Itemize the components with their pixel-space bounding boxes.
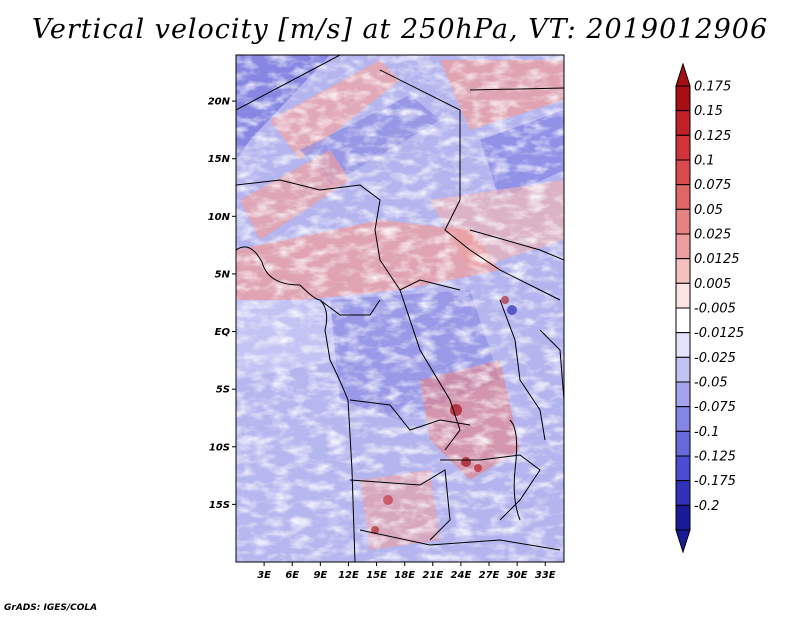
lat-tick-label: EQ (215, 327, 231, 338)
colorbar-label: 0.05 (694, 203, 723, 218)
colorbar-swatch (675, 134, 691, 161)
colorbar-swatch (675, 332, 691, 358)
colorbar-label: 0.0125 (694, 252, 740, 267)
colorbar-label: -0.05 (694, 376, 728, 391)
colorbar-max-arrow (675, 62, 691, 87)
lat-tick-label: 20N (208, 97, 231, 108)
lon-tick-label: 18E (394, 570, 415, 581)
colorbar-swatch (675, 85, 691, 112)
colorbar-swatch (675, 455, 691, 482)
colorbar-swatch (675, 406, 691, 432)
colorbar-swatch (675, 184, 691, 210)
colorbar: 0.175 0.15 0.125 0.1 0.075 0.05 0.025 0.0125 0.0… (675, 62, 744, 554)
lat-tick-label: 5N (215, 269, 231, 280)
latitude-axis: 20N 15N 10N 5N EQ 5S 10S 15S (208, 97, 236, 511)
colorbar-min-arrow (675, 529, 691, 554)
colorbar-swatch (675, 282, 691, 309)
lon-tick-label: 9E (313, 570, 327, 581)
colorbar-swatch (675, 307, 691, 334)
lon-tick-label: 21E (422, 570, 443, 581)
velocity-field (236, 55, 564, 562)
colorbar-label: -0.075 (694, 400, 736, 415)
colorbar-label: -0.1 (694, 425, 719, 440)
colorbar-swatch (675, 480, 691, 506)
lat-tick-label: 10N (208, 212, 231, 223)
colorbar-swatch (675, 159, 691, 186)
country-boundaries (236, 55, 564, 562)
lat-tick-label: 15N (208, 154, 231, 165)
colorbar-swatch (675, 381, 691, 408)
colorbar-swatch (675, 208, 691, 235)
map-frame (235, 54, 565, 563)
chart-title: Vertical velocity [m/s] at 250hPa, VT: 2… (31, 14, 769, 45)
lon-tick-label: 24E (451, 570, 472, 581)
colorbar-label: 0.175 (694, 80, 731, 95)
colorbar-label: 0.005 (694, 277, 731, 292)
colorbar-label: 0.1 (694, 154, 715, 169)
colorbar-label: -0.0125 (694, 326, 744, 341)
colorbar-label: 0.025 (694, 228, 731, 243)
colorbar-swatch (675, 110, 691, 136)
lon-tick-label: 15E (366, 570, 387, 581)
lon-tick-label: 12E (338, 570, 359, 581)
colorbar-swatch (675, 504, 691, 531)
colorbar-swatch (675, 258, 691, 284)
colorbar-label: 0.075 (694, 178, 731, 193)
colorbar-label: 0.125 (694, 129, 731, 144)
colorbar-label: -0.2 (694, 499, 719, 514)
colorbar-swatch (675, 356, 691, 383)
colorbar-swatch (675, 430, 691, 457)
lon-tick-label: 3E (257, 570, 271, 581)
lat-tick-label: 15S (209, 500, 230, 511)
colorbar-label: -0.125 (694, 450, 736, 465)
longitude-axis: 3E 6E 9E 12E 15E 18E 21E 24E 27E 30E 33E (257, 562, 556, 581)
colorbar-swatch (675, 233, 691, 260)
lon-tick-label: 6E (285, 570, 299, 581)
colorbar-label: 0.15 (694, 104, 723, 119)
colorbar-label: -0.005 (694, 302, 736, 317)
lon-tick-label: 27E (479, 570, 500, 581)
software-credit: GrADS: IGES/COLA (4, 603, 98, 613)
lat-tick-label: 5S (216, 385, 230, 396)
colorbar-label: -0.025 (694, 351, 736, 366)
lon-tick-label: 33E (535, 570, 556, 581)
colorbar-label: -0.175 (694, 474, 736, 489)
lon-tick-label: 30E (507, 570, 528, 581)
lat-tick-label: 10S (209, 442, 230, 453)
